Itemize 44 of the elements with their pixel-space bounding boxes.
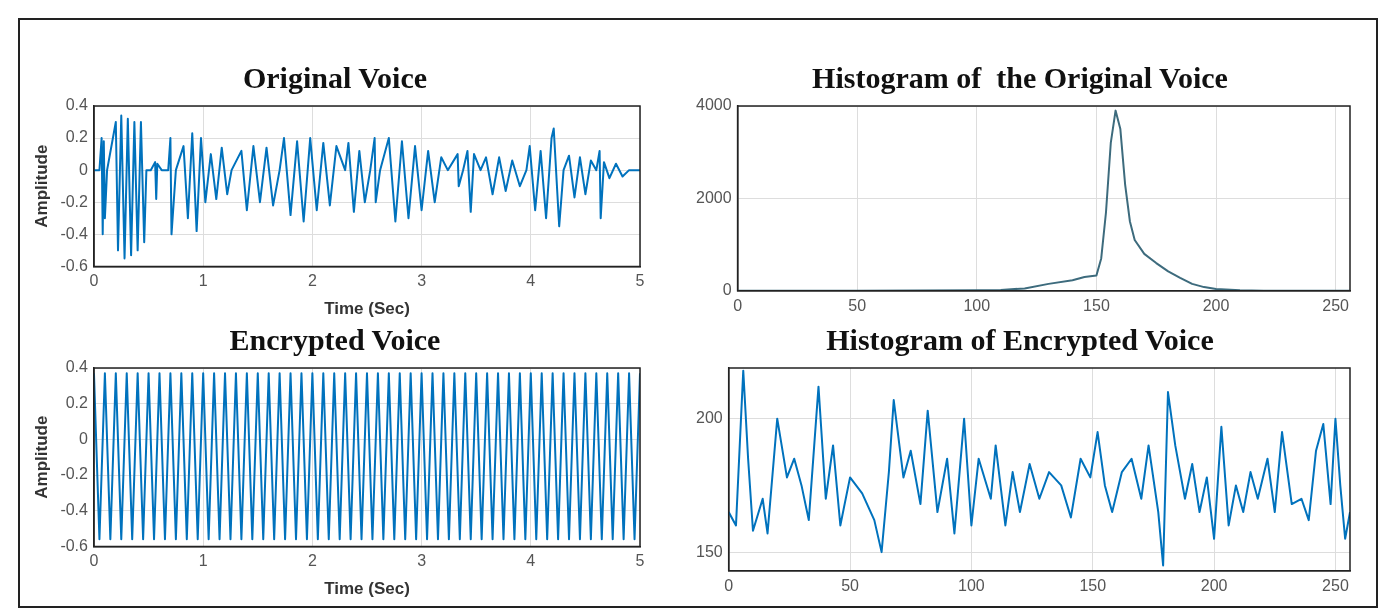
chart-title: Original Voice bbox=[242, 60, 428, 94]
x-tick-label: 0 bbox=[733, 296, 743, 314]
x-tick-label: 5 bbox=[635, 272, 645, 290]
y-tick-label: 0.4 bbox=[65, 358, 89, 376]
x-tick-label: 50 bbox=[841, 576, 860, 594]
x-tick-label: 150 bbox=[1083, 296, 1110, 314]
y-tick-label: 0.2 bbox=[65, 128, 89, 146]
chart-title: Encrypted Voice bbox=[229, 322, 441, 356]
x-tick-label: 200 bbox=[1200, 576, 1228, 594]
x-axis-title: Time (Sec) bbox=[324, 299, 410, 319]
x-axis-title: Time (Sec) bbox=[324, 579, 410, 599]
x-tick-label: 100 bbox=[958, 576, 985, 594]
x-tick-label: 4 bbox=[526, 272, 536, 290]
y-tick-label: 0.4 bbox=[65, 96, 89, 114]
x-tick-label: 4 bbox=[526, 552, 536, 570]
chart-title: Histogram of the Original Voice bbox=[812, 60, 1228, 94]
y-tick-label: 0 bbox=[79, 429, 89, 447]
y-tick-label: -0.4 bbox=[60, 501, 89, 519]
y-axis-title: Amplitude bbox=[31, 415, 51, 499]
y-tick-label: -0.2 bbox=[60, 465, 89, 483]
x-tick-label: 1 bbox=[198, 552, 208, 570]
x-tick-label: 5 bbox=[635, 552, 645, 570]
x-tick-label: 50 bbox=[848, 296, 867, 314]
x-tick-label: 250 bbox=[1322, 576, 1349, 594]
chart-title: Histogram of Encrypted Voice bbox=[826, 322, 1214, 356]
x-tick-label: 250 bbox=[1322, 296, 1350, 314]
x-tick-label: 1 bbox=[198, 272, 208, 290]
y-tick-label: -0.6 bbox=[60, 536, 89, 554]
x-tick-label: 200 bbox=[1202, 296, 1230, 314]
y-tick-label: 200 bbox=[695, 409, 723, 427]
y-tick-label: -0.4 bbox=[60, 224, 89, 242]
y-tick-label: 0.2 bbox=[65, 394, 89, 412]
x-tick-label: 2 bbox=[307, 552, 317, 570]
y-tick-label: 2000 bbox=[696, 188, 732, 206]
y-tick-label: 4000 bbox=[696, 96, 732, 114]
y-tick-label: -0.6 bbox=[60, 256, 89, 274]
x-tick-label: 3 bbox=[417, 272, 427, 290]
x-tick-label: 3 bbox=[417, 552, 427, 570]
y-tick-label: 0 bbox=[79, 160, 89, 178]
x-tick-label: 150 bbox=[1079, 576, 1107, 594]
x-tick-label: 2 bbox=[307, 272, 317, 290]
x-tick-label: 100 bbox=[963, 296, 991, 314]
y-tick-label: -0.2 bbox=[60, 192, 89, 210]
y-axis-title: Amplitude bbox=[31, 144, 51, 228]
